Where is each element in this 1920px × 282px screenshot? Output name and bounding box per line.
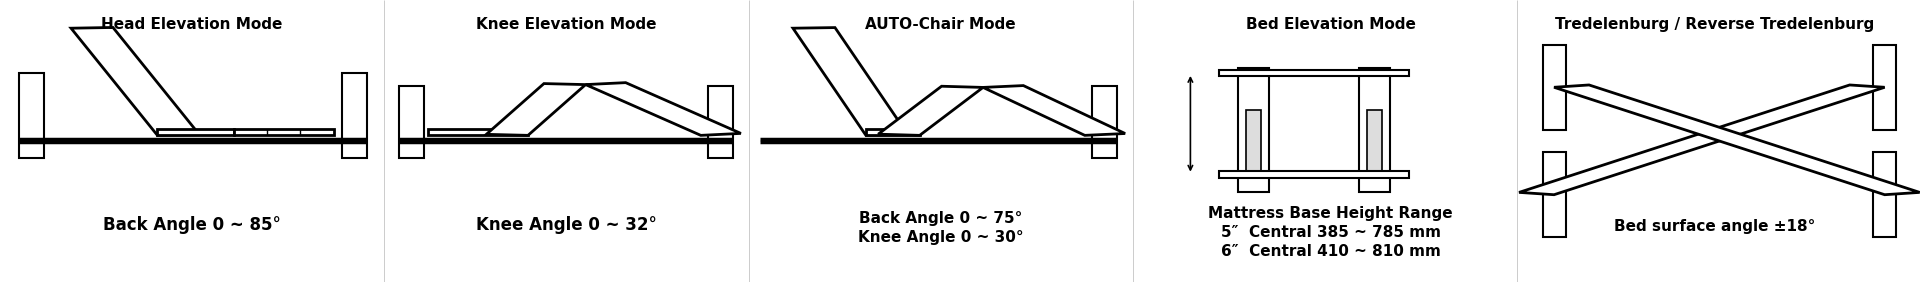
Bar	[1092, 86, 1117, 158]
Text: AUTO-Chair Mode: AUTO-Chair Mode	[866, 17, 1016, 32]
Bar	[1874, 152, 1897, 237]
Polygon shape	[1553, 85, 1920, 195]
Bar	[1219, 70, 1409, 76]
Bar	[1219, 171, 1409, 178]
Bar	[342, 73, 367, 158]
Bar	[1542, 152, 1565, 237]
Text: Back Angle 0 ~ 85°: Back Angle 0 ~ 85°	[104, 216, 280, 234]
Polygon shape	[486, 83, 586, 135]
Bar	[428, 129, 528, 135]
Text: Head Elevation Mode: Head Elevation Mode	[102, 17, 282, 32]
Text: Tredelenburg / Reverse Tredelenburg: Tredelenburg / Reverse Tredelenburg	[1555, 17, 1874, 32]
Bar	[157, 129, 234, 135]
Bar	[1246, 110, 1261, 178]
Bar	[1874, 45, 1897, 130]
Bar	[234, 129, 334, 135]
Bar	[1542, 45, 1565, 130]
Bar	[708, 86, 733, 158]
Text: Bed surface angle ±18°: Bed surface angle ±18°	[1615, 219, 1814, 234]
Bar	[399, 86, 424, 158]
Text: Back Angle 0 ~ 75°
Knee Angle 0 ~ 30°: Back Angle 0 ~ 75° Knee Angle 0 ~ 30°	[858, 211, 1023, 245]
Text: Mattress Base Height Range
5″  Central 385 ~ 785 mm
6″  Central 410 ~ 810 mm: Mattress Base Height Range 5″ Central 38…	[1208, 206, 1453, 259]
Polygon shape	[1519, 85, 1885, 195]
Text: Bed Elevation Mode: Bed Elevation Mode	[1246, 17, 1415, 32]
Polygon shape	[586, 83, 741, 135]
Polygon shape	[793, 28, 908, 135]
Polygon shape	[877, 86, 983, 135]
Text: Knee Elevation Mode: Knee Elevation Mode	[476, 17, 657, 32]
Text: Knee Angle 0 ~ 32°: Knee Angle 0 ~ 32°	[476, 216, 657, 234]
Bar	[866, 129, 920, 135]
Bar	[1238, 68, 1269, 192]
Bar	[19, 73, 44, 158]
Polygon shape	[983, 85, 1125, 135]
Bar	[1359, 68, 1390, 192]
Polygon shape	[71, 27, 200, 135]
Bar	[1367, 110, 1382, 178]
